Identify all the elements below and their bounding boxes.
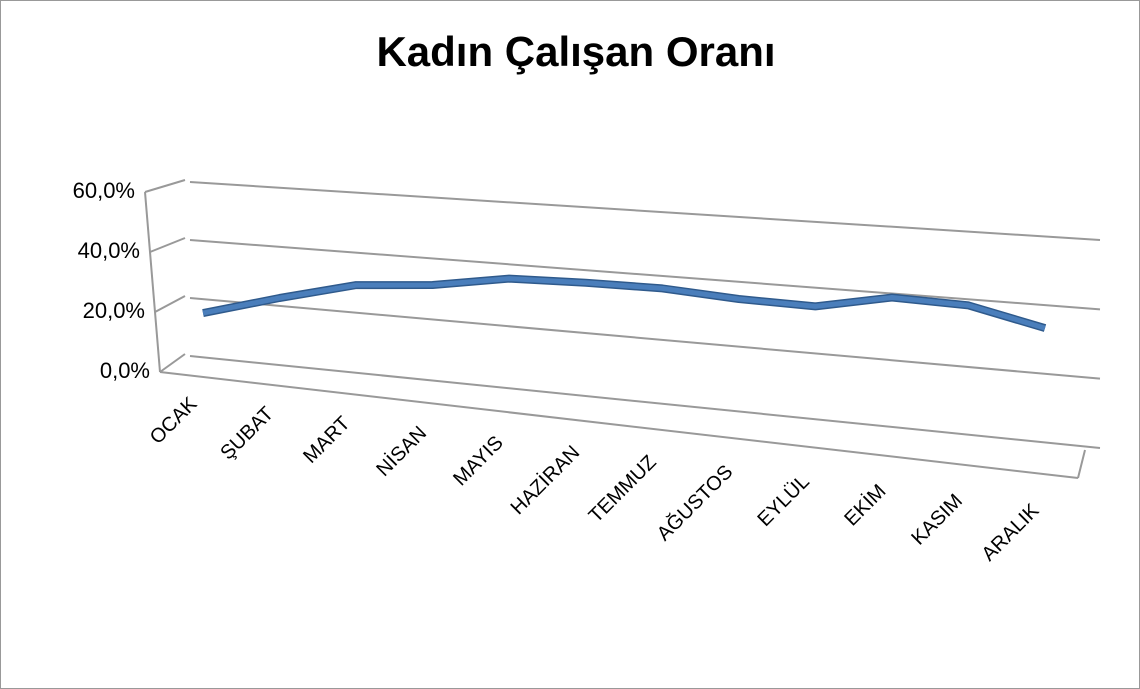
line bbox=[202, 276, 1046, 331]
side-grid-line bbox=[159, 353, 186, 373]
grid-line bbox=[189, 181, 1101, 241]
chart-title: Kadın Çalışan Oranı bbox=[376, 28, 775, 75]
y-tick-label: 40,0% bbox=[78, 238, 140, 263]
floor-edge bbox=[159, 371, 1079, 479]
grid-line bbox=[189, 239, 1101, 311]
side-grid-line bbox=[154, 295, 186, 313]
side-grid-line bbox=[144, 179, 186, 193]
grid-line bbox=[189, 297, 1101, 380]
grid-line bbox=[189, 355, 1101, 449]
y-tick-label: 0,0% bbox=[100, 358, 150, 383]
side-grid-line bbox=[149, 237, 186, 253]
floor-edge bbox=[1077, 449, 1086, 479]
side-wall-edge bbox=[144, 191, 161, 373]
y-tick-label: 20,0% bbox=[83, 298, 145, 323]
y-tick-label: 60,0% bbox=[73, 178, 135, 203]
